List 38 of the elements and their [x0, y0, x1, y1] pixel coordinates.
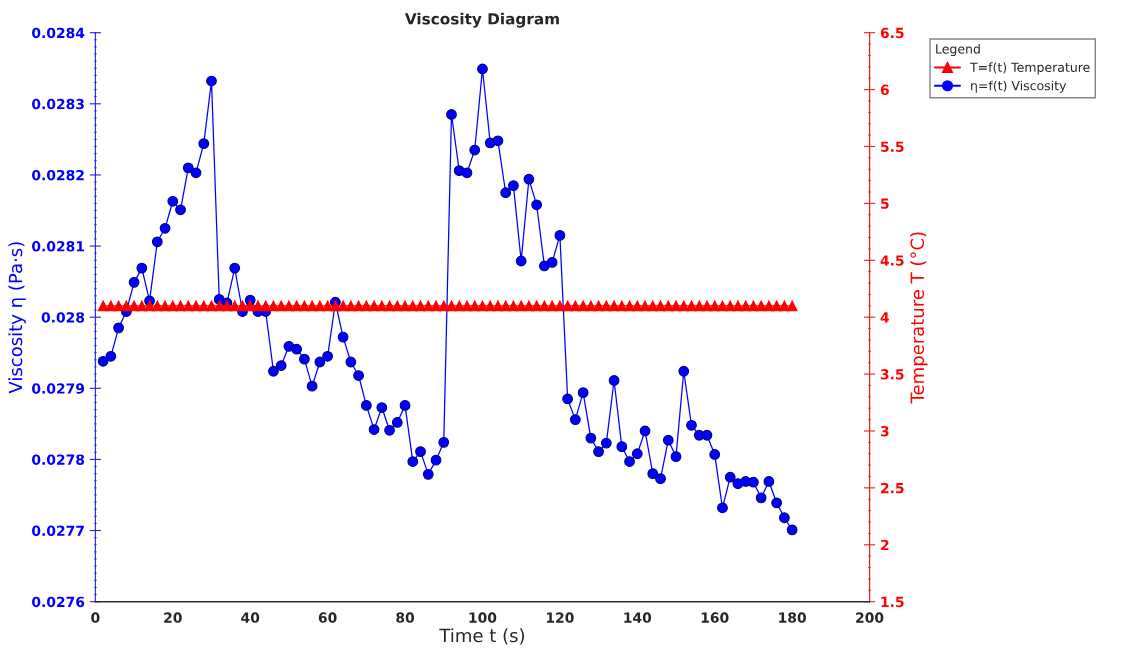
x-axis-title: Time t (s) — [439, 628, 525, 645]
y2-tick-label: 4 — [880, 312, 889, 323]
legend-label: η=f(t) Viscosity — [971, 80, 1067, 93]
y2-tick-label: 5 — [881, 198, 889, 209]
x-tick-label: 80 — [396, 612, 415, 623]
x-tick-label: 160 — [701, 612, 729, 623]
y-tick-label: 0.0277 — [32, 525, 84, 537]
chart-title: Viscosity Diagram — [404, 12, 559, 28]
y2-tick-label: 3.5 — [880, 369, 904, 380]
legend-title: Legend — [936, 43, 980, 57]
y-tick-label: 0.0279 — [32, 383, 85, 394]
y-tick-label: 0.0283 — [32, 98, 84, 110]
y-axis-title: Viscosity η (Pa·s) — [8, 242, 26, 394]
x-tick-label: 140 — [624, 612, 652, 623]
y2-tick-label: 6.5 — [880, 27, 904, 39]
y-tick-label: 0.0284 — [32, 27, 85, 39]
legend-label: T=f(t) Temperature — [969, 62, 1090, 75]
x-tick-label: 120 — [546, 612, 574, 623]
y2-tick-label: 3 — [880, 425, 889, 437]
x-tick-label: 40 — [241, 612, 260, 623]
x-tick-label: 180 — [779, 612, 806, 623]
y2-tick-label: 2 — [881, 539, 889, 551]
x-tick-label: 100 — [469, 612, 497, 623]
x-tick-label: 60 — [318, 612, 337, 623]
y2-tick-label: 2.5 — [881, 482, 904, 494]
y-tick-label: 0.028 — [41, 312, 85, 323]
x-tick-label: 200 — [856, 612, 884, 623]
y2-tick-label: 1.5 — [881, 596, 904, 608]
x-tick-label: 20 — [164, 612, 182, 623]
y2-tick-label: 6 — [880, 84, 889, 96]
y2-tick-label: 4.5 — [880, 255, 904, 266]
x-tick-label: 0 — [91, 612, 100, 623]
y2-axis-title: Temperature T (°C) — [910, 232, 928, 404]
y2-tick-label: 5.5 — [881, 141, 904, 152]
y-tick-label: 0.0282 — [32, 169, 84, 181]
y-tick-label: 0.0281 — [32, 241, 84, 252]
y-tick-label: 0.0278 — [32, 454, 85, 465]
y-tick-label: 0.0276 — [32, 596, 85, 608]
